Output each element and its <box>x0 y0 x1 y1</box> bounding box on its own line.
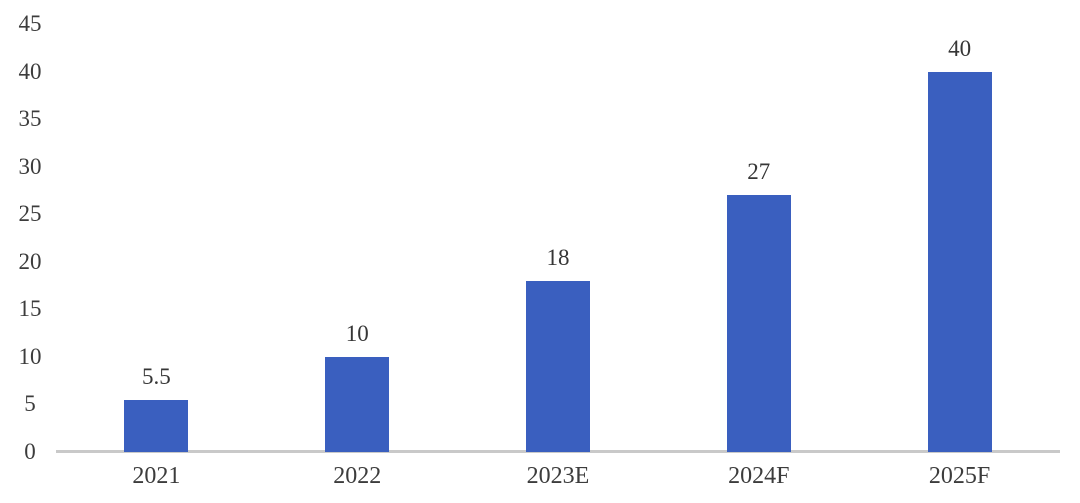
x-axis-category-label: 2021 <box>132 463 181 489</box>
bar-value-label: 40 <box>948 35 972 61</box>
bar-value-label: 10 <box>345 320 369 346</box>
y-axis-tick-label: 20 <box>18 248 42 274</box>
bar-value-label: 18 <box>546 244 570 270</box>
y-axis-tick-label: 0 <box>24 439 36 464</box>
bar-value-label: 27 <box>747 159 771 185</box>
x-axis-category-label: 2024F <box>728 463 790 489</box>
y-axis-tick-label: 5 <box>24 391 36 417</box>
bar-2022 <box>325 356 390 452</box>
y-axis-tick-label: 25 <box>18 201 42 227</box>
x-axis-category-label: 2023E <box>526 463 590 489</box>
bar-2021 <box>124 399 189 452</box>
bar-value-label: 5.5 <box>142 363 171 389</box>
x-axis-category-label: 2025F <box>928 463 991 489</box>
y-axis-tick-label: 15 <box>18 296 42 322</box>
y-axis-tick-label: 10 <box>18 343 42 369</box>
bar-2025F <box>927 71 992 452</box>
y-axis-tick-label: 45 <box>18 11 42 36</box>
y-axis-tick-label: 30 <box>18 153 42 179</box>
bar-2024F <box>726 195 791 452</box>
bar-2023E <box>526 280 590 452</box>
x-axis-category-label: 2022 <box>333 463 382 489</box>
y-axis-tick-label: 40 <box>18 58 42 84</box>
y-axis-tick-label: 35 <box>18 106 42 132</box>
